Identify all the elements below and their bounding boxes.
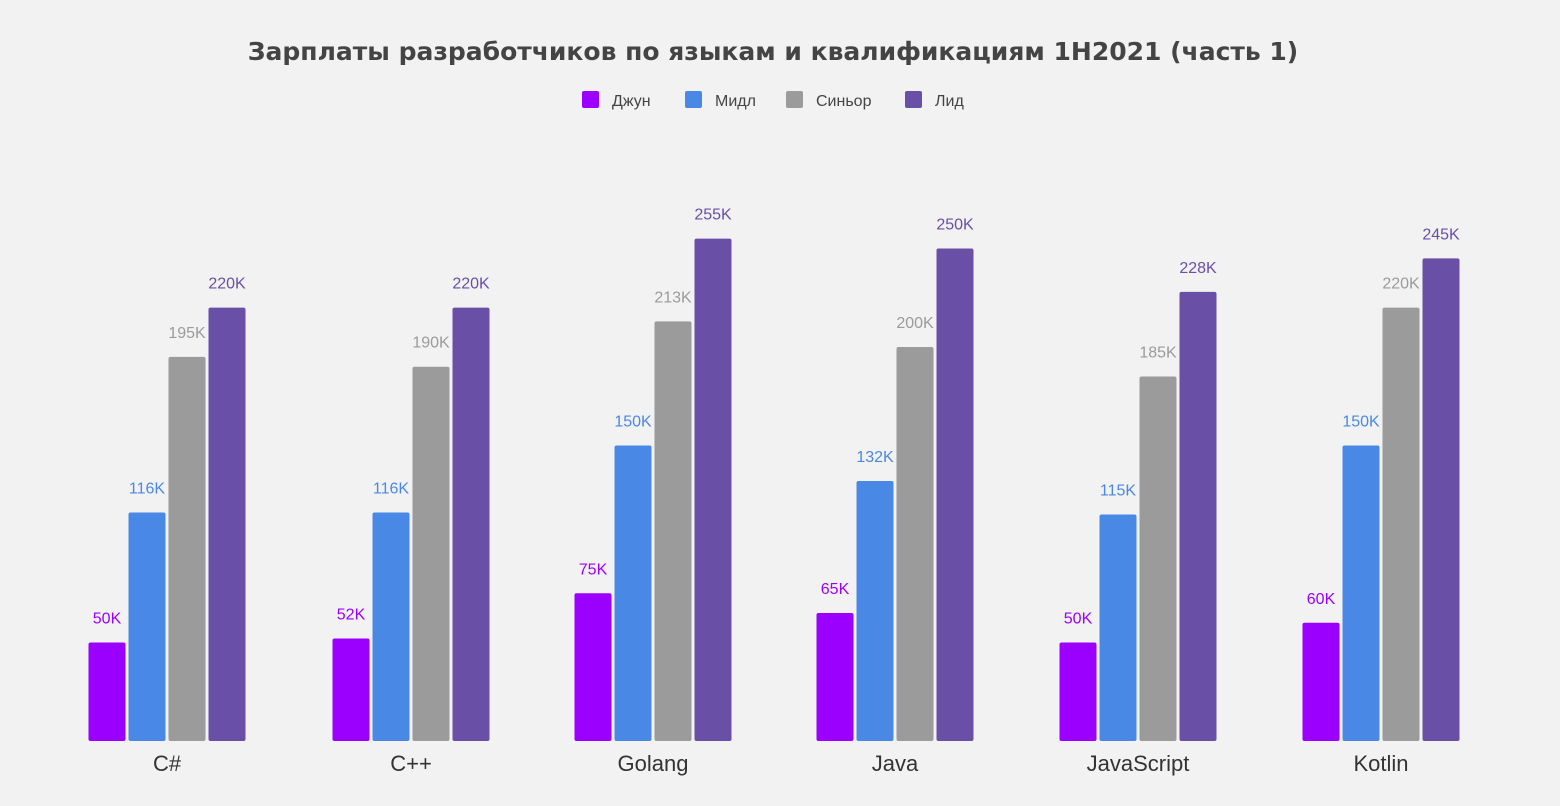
data-label: 150K (1342, 414, 1380, 431)
bar-c-series-4[interactable] (208, 307, 246, 741)
data-label: 220K (1382, 276, 1420, 293)
data-label: 190K (412, 335, 450, 352)
bar-golang-series-4[interactable] (694, 238, 732, 741)
bar-kotlin-series-3[interactable] (1382, 307, 1420, 741)
legend-swatch-4[interactable] (905, 91, 922, 108)
data-label: 60K (1307, 591, 1336, 608)
legend-swatch-2[interactable] (685, 91, 702, 108)
bar-javascript-series-2[interactable] (1099, 514, 1137, 741)
legend-label-3[interactable]: Синьор (816, 93, 872, 110)
data-label: 65K (821, 581, 850, 598)
data-label: 132K (856, 449, 894, 466)
data-label: 115K (1100, 482, 1137, 499)
x-tick-label: Kotlin (1353, 751, 1408, 776)
data-label: 52K (337, 607, 366, 624)
data-label: 200K (896, 315, 934, 332)
x-tick-label: Golang (618, 751, 689, 776)
bar-java-series-4[interactable] (936, 248, 974, 742)
bar-golang-series-1[interactable] (574, 593, 612, 741)
data-label: 150K (614, 414, 652, 431)
bar-javascript-series-4[interactable] (1179, 291, 1217, 741)
legend-swatch-3[interactable] (786, 91, 803, 108)
bar-golang-series-3[interactable] (654, 321, 692, 741)
legend-label-1[interactable]: Джун (612, 93, 651, 110)
chart-title: Зарплаты разработчиков по языкам и квали… (248, 37, 1298, 66)
legend-label-4[interactable]: Лид (935, 93, 964, 110)
x-axis-ticks: C# C++ Golang Java JavaScript Kotlin (153, 751, 1409, 776)
bar-c-series-4[interactable] (452, 307, 490, 741)
x-tick-label: JavaScript (1087, 751, 1190, 776)
bar-kotlin-series-1[interactable] (1302, 622, 1340, 741)
bar-golang-series-2[interactable] (614, 445, 652, 742)
bar-c-series-3[interactable] (412, 366, 450, 741)
bar-c-series-1[interactable] (332, 638, 370, 741)
data-label: 75K (579, 561, 608, 578)
data-labels-group: 50K 116K 195K 220K 52K 116K 190K 220K 75K 150K 213… (93, 207, 1460, 628)
bars-group (88, 238, 1460, 742)
bar-kotlin-series-2[interactable] (1342, 445, 1380, 742)
bar-c-series-2[interactable] (128, 512, 166, 741)
bar-java-series-2[interactable] (856, 480, 894, 741)
bar-java-series-1[interactable] (816, 612, 854, 741)
data-label: 185K (1139, 345, 1177, 362)
data-label: 116K (373, 480, 410, 497)
bar-kotlin-series-4[interactable] (1422, 258, 1460, 741)
data-label: 255K (694, 207, 732, 224)
data-label: 250K (936, 217, 974, 234)
bar-c-series-2[interactable] (372, 512, 410, 741)
data-label: 195K (168, 325, 206, 342)
data-label: 50K (1064, 611, 1093, 628)
legend-label-2[interactable]: Мидл (715, 93, 756, 110)
data-label: 50K (93, 611, 122, 628)
data-label: 220K (452, 276, 490, 293)
bar-javascript-series-1[interactable] (1059, 642, 1097, 742)
bar-c-series-1[interactable] (88, 642, 126, 742)
data-label: 116K (129, 480, 166, 497)
legend: Джун Мидл Синьор Лид (582, 91, 964, 110)
x-tick-label: Java (872, 751, 919, 776)
bar-java-series-3[interactable] (896, 347, 934, 741)
data-label: 228K (1179, 260, 1217, 277)
data-label: 245K (1422, 226, 1460, 243)
bar-c-series-3[interactable] (168, 356, 206, 741)
x-tick-label: C# (153, 751, 182, 776)
bar-javascript-series-3[interactable] (1139, 376, 1177, 741)
x-tick-label: C++ (390, 751, 432, 776)
data-label: 220K (208, 276, 246, 293)
legend-swatch-1[interactable] (582, 91, 599, 108)
data-label: 213K (654, 289, 692, 306)
